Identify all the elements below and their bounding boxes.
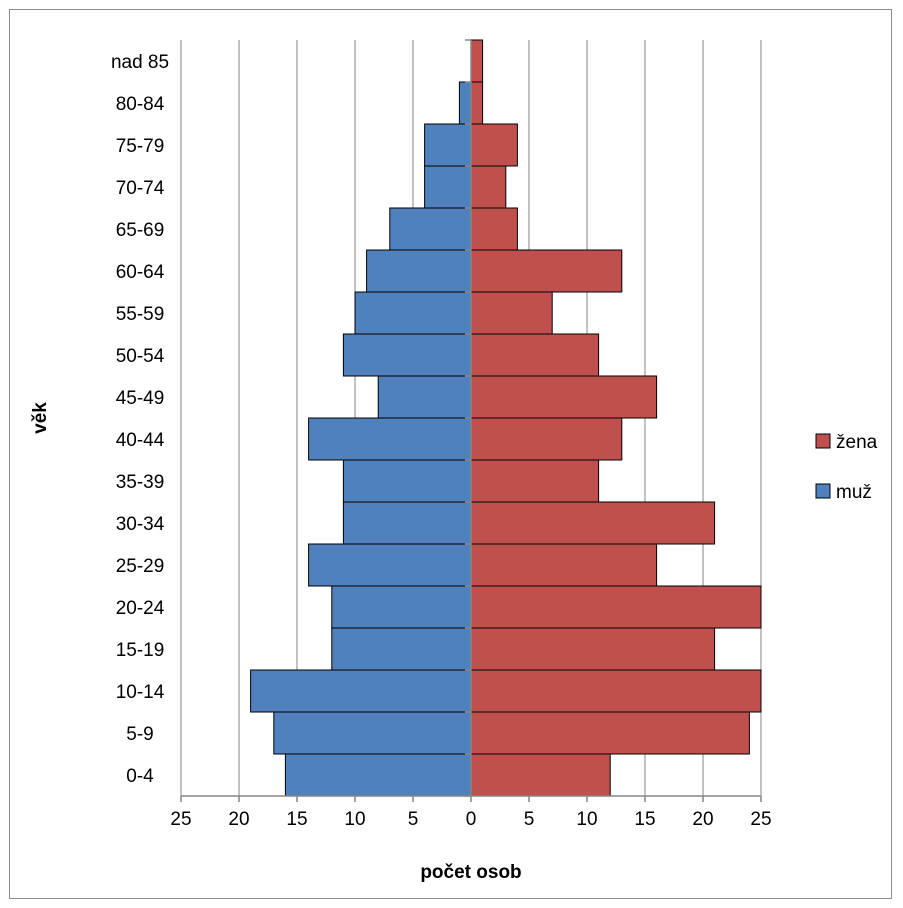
bar-zena-15	[470, 123, 518, 167]
legend-label: žena	[836, 432, 878, 453]
y-tick-label: 60-64	[116, 262, 165, 283]
bar-muz-11	[354, 291, 472, 335]
bar-zena-16	[470, 81, 484, 125]
bar-muz-0	[284, 753, 472, 797]
bar-muz-7	[342, 459, 472, 503]
bar-muz-12	[366, 249, 472, 293]
x-tick-label: 15	[634, 809, 655, 830]
bar-zena-7	[470, 459, 600, 503]
bar-muz-14	[424, 165, 472, 209]
bar-zena-0	[470, 753, 611, 797]
legend-swatch	[815, 483, 831, 499]
x-axis-title: počet osob	[420, 862, 521, 883]
x-tick-label: 20	[692, 809, 713, 830]
bar-zena-2	[470, 669, 762, 713]
y-tick-label: 30-34	[116, 514, 165, 535]
bar-zena-17	[470, 39, 484, 83]
x-tick-label: 10	[576, 809, 597, 830]
y-tick-label: 70-74	[116, 178, 165, 199]
bar-zena-11	[470, 291, 553, 335]
tick-labels: 25 20 15 10 5 0 5 10 15 20 25 0-4 5-9 10-14 15-19 20-24…	[111, 52, 772, 830]
x-tick-label: 5	[524, 809, 535, 830]
bar-zena-5	[470, 543, 658, 587]
x-tick-label: 20	[228, 809, 249, 830]
bar-muz-16	[458, 81, 472, 125]
x-tick-label: 15	[286, 809, 307, 830]
bar-muz-1	[273, 711, 472, 755]
bar-muz-8	[308, 417, 472, 461]
bar-zena-3	[470, 627, 716, 671]
legend-swatch	[815, 433, 831, 449]
bar-zena-4	[470, 585, 762, 629]
y-tick-label: 65-69	[116, 220, 165, 241]
y-tick-label: 5-9	[126, 724, 153, 745]
bar-muz-15	[424, 123, 472, 167]
y-tick-label: nad 85	[111, 52, 169, 73]
bar-muz-10	[342, 333, 472, 377]
y-tick-label: 35-39	[116, 472, 165, 493]
bar-zena-6	[470, 501, 716, 545]
y-tick-label: 15-19	[116, 640, 165, 661]
bar-zena-1	[470, 711, 750, 755]
legend: žena muž	[815, 432, 878, 503]
bar-muz-9	[377, 375, 472, 419]
y-axis-title: věk	[30, 402, 51, 434]
y-tick-label: 75-79	[116, 136, 165, 157]
y-tick-label: 80-84	[116, 94, 165, 115]
y-tick-label: 25-29	[116, 556, 165, 577]
y-tick-label: 0-4	[126, 766, 154, 787]
axes	[180, 39, 762, 802]
bar-muz-13	[389, 207, 472, 251]
y-tick-label: 45-49	[116, 388, 165, 409]
chart-frame: 25 20 15 10 5 0 5 10 15 20 25 0-4 5-9 10-14 15-19 20-24…	[9, 9, 892, 899]
y-tick-label: 50-54	[116, 346, 165, 367]
bar-zena-14	[470, 165, 507, 209]
y-tick-label: 10-14	[116, 682, 165, 703]
x-tick-label: 25	[750, 809, 771, 830]
population-pyramid-chart: 25 20 15 10 5 0 5 10 15 20 25 0-4 5-9 10-14 15-19 20-24…	[30, 39, 878, 883]
y-tick-label: 40-44	[116, 430, 165, 451]
y-tick-label: 20-24	[116, 598, 165, 619]
bar-zena-13	[470, 207, 518, 251]
bar-muz-3	[331, 627, 472, 671]
bar-muz-5	[308, 543, 472, 587]
x-tick-label: 5	[408, 809, 419, 830]
bars	[250, 39, 762, 797]
y-tick-label: 55-59	[116, 304, 165, 325]
x-tick-label: 0	[466, 809, 477, 830]
bar-muz-6	[342, 501, 472, 545]
x-tick-label: 10	[344, 809, 365, 830]
bar-zena-12	[470, 249, 623, 293]
bar-zena-9	[470, 375, 658, 419]
x-tick-label: 25	[170, 809, 191, 830]
bar-zena-8	[470, 417, 623, 461]
bar-zena-10	[470, 333, 600, 377]
bar-muz-2	[250, 669, 472, 713]
legend-label: muž	[836, 482, 872, 503]
bar-muz-4	[331, 585, 472, 629]
